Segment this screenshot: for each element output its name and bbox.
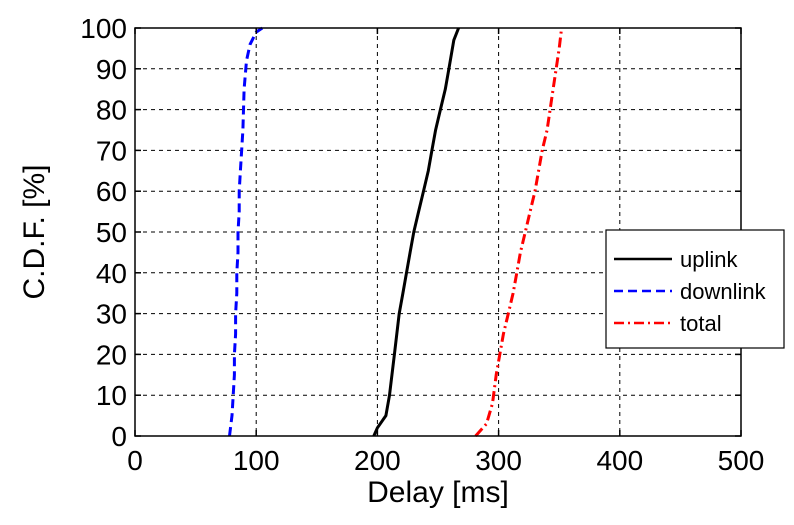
legend-label-downlink: downlink [680,279,767,304]
x-axis-label: Delay [ms] [367,476,509,509]
legend-label-total: total [680,311,722,336]
y-tick-label: 0 [111,421,127,452]
x-tick-label: 100 [233,445,280,476]
y-tick-label: 20 [96,339,127,370]
legend-label-uplink: uplink [680,247,738,272]
y-tick-label: 70 [96,135,127,166]
y-tick-labels: 0 10 20 30 40 50 60 70 80 90 100 [80,13,127,452]
y-axis-label: C.D.F. [%] [18,164,51,299]
axis-ticks [134,27,742,437]
legend: uplink downlink total [605,229,785,349]
series-line-downlink [228,26,264,437]
y-tick-label: 60 [96,176,127,207]
x-tick-label: 0 [127,445,143,476]
y-tick-label: 90 [96,54,127,85]
x-tick-labels: 0 100 200 300 400 500 [127,445,764,476]
y-tick-label: 50 [96,217,127,248]
y-tick-label: 80 [96,95,127,126]
legend-box [605,229,785,349]
x-tick-label: 400 [596,445,643,476]
series-layer [228,26,564,437]
x-tick-label: 300 [475,445,522,476]
series-line-uplink [372,27,460,437]
x-tick-label: 200 [354,445,401,476]
y-tick-label: 40 [96,258,127,289]
y-tick-label: 10 [96,380,127,411]
y-tick-label: 100 [80,13,127,44]
y-tick-label: 30 [96,299,127,330]
x-tick-label: 500 [718,445,765,476]
series-line-total [474,27,564,437]
